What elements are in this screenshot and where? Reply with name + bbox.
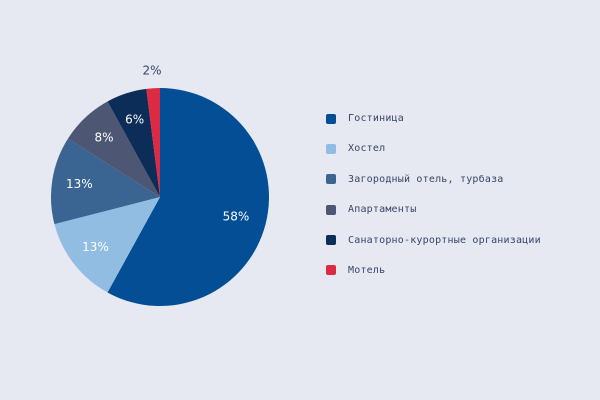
legend-label: Хостел xyxy=(348,143,386,155)
legend-swatch xyxy=(326,204,336,215)
legend-label: Санаторно-курортные организации xyxy=(348,234,541,246)
legend-item-zagorodny-otel: Загородный отель, турбаза xyxy=(326,172,541,187)
legend-swatch xyxy=(326,235,336,246)
legend-item-apartamenty: Апартаменты xyxy=(326,202,541,217)
slice-value-label: 13% xyxy=(82,240,109,254)
pie-slice xyxy=(107,88,160,197)
legend-swatch xyxy=(326,113,336,124)
pie-slice xyxy=(107,88,269,306)
legend: Гостиница Хостел Загородный отель, турба… xyxy=(326,111,541,293)
legend-item-gostinitsa: Гостиница xyxy=(326,111,541,126)
legend-swatch xyxy=(326,143,336,154)
slice-value-label: 8% xyxy=(94,130,113,144)
slice-value-label: 13% xyxy=(66,177,93,191)
legend-swatch xyxy=(326,174,336,185)
legend-label: Мотель xyxy=(348,264,386,276)
legend-item-motel: Мотель xyxy=(326,263,541,278)
legend-item-sanatorno-kurortnye: Санаторно-курортные организации xyxy=(326,233,541,248)
pie-slice xyxy=(50,138,160,225)
slice-value-label: 58% xyxy=(223,210,250,224)
slice-value-label: 6% xyxy=(125,112,144,126)
slice-value-label: 2% xyxy=(142,63,161,77)
pie-slice xyxy=(146,88,160,197)
legend-label: Апартаменты xyxy=(348,204,417,216)
legend-label: Загородный отель, турбаза xyxy=(348,173,504,185)
pie-slice xyxy=(67,101,160,197)
legend-swatch xyxy=(326,265,336,276)
legend-label: Гостиница xyxy=(348,113,404,124)
pie-slice xyxy=(54,197,160,293)
legend-item-hostel: Хостел xyxy=(326,141,541,156)
